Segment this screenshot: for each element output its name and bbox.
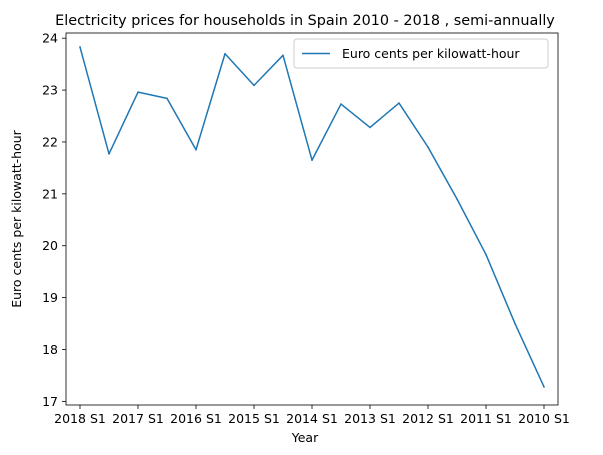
y-tick-label: 24 <box>42 31 58 46</box>
data-point <box>456 198 458 200</box>
data-point <box>282 54 284 57</box>
x-tick-label: 2013 S1 <box>344 411 396 426</box>
y-axis-label: Euro cents per kilowatt-hour <box>9 129 24 307</box>
data-point <box>340 103 342 105</box>
y-tick-label: 17 <box>42 394 58 409</box>
x-axis-ticks: 2018 S1 2017 S1 2016 S1 2015 S1 2014 S1 2013 … <box>54 405 570 426</box>
data-point <box>137 91 139 93</box>
legend-box <box>293 38 549 69</box>
x-tick-label: 2015 S1 <box>228 411 280 426</box>
data-point <box>195 148 197 151</box>
x-tick-label: 2012 S1 <box>402 411 454 426</box>
y-tick-label: 21 <box>42 186 58 201</box>
x-tick-label: 2010 S1 <box>518 411 570 426</box>
x-axis-label: Year <box>291 430 319 445</box>
x-tick-label: 2014 S1 <box>286 411 338 426</box>
data-point <box>485 253 487 256</box>
y-tick-label: 22 <box>42 134 58 149</box>
legend-label: Euro cents per kilowatt-hour <box>342 46 520 61</box>
y-tick-label: 19 <box>42 290 58 305</box>
series-line <box>79 46 545 388</box>
data-point <box>369 126 371 129</box>
data-point <box>398 102 400 104</box>
y-tick-label: 18 <box>42 342 58 357</box>
data-point <box>543 386 545 388</box>
x-tick-label: 2017 S1 <box>112 411 164 426</box>
data-point <box>514 322 516 325</box>
data-point <box>427 146 429 148</box>
x-tick-label: 2018 S1 <box>54 411 106 426</box>
data-point <box>253 84 255 87</box>
x-tick-label: 2011 S1 <box>460 411 512 426</box>
data-point <box>311 159 313 161</box>
data-point <box>166 97 168 100</box>
series-layer <box>79 46 545 388</box>
y-tick-label: 20 <box>42 238 58 253</box>
x-tick-label: 2016 S1 <box>170 411 222 426</box>
plot-area-frame <box>65 32 559 406</box>
legend: Euro cents per kilowatt-hour <box>293 38 549 69</box>
data-point <box>224 52 226 55</box>
chart-title: Electricity prices for households in Spa… <box>55 13 555 29</box>
data-point <box>108 153 110 155</box>
y-axis-ticks: 17 18 19 20 21 22 23 24 <box>42 31 66 409</box>
data-point <box>79 46 81 48</box>
y-tick-label: 23 <box>42 83 58 98</box>
